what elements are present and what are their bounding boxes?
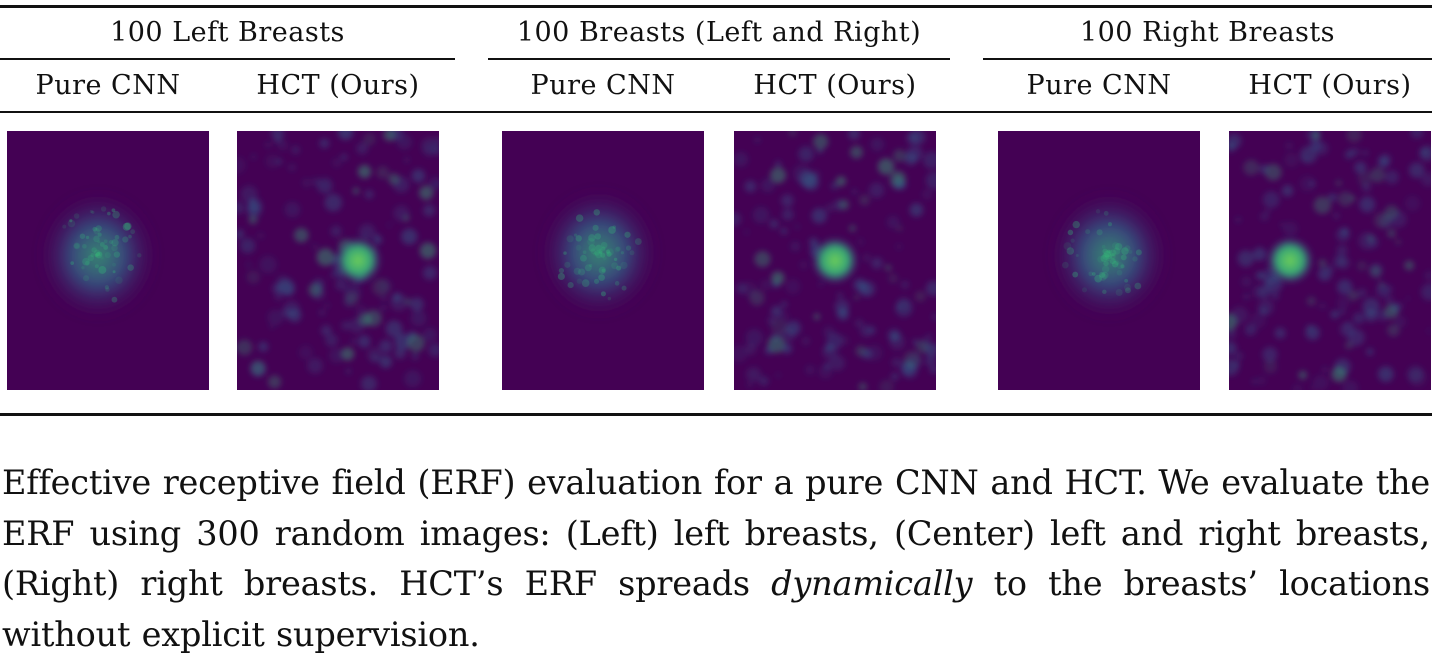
heatmap-noise (734, 131, 936, 390)
group-title-right: 100 Right Breasts (1079, 17, 1336, 48)
table-top-rule (0, 5, 1432, 8)
column-label-left-cnn: Pure CNN (35, 70, 181, 101)
erf-heatmap-right-hct (1229, 131, 1431, 390)
group-rule-right (983, 58, 1432, 60)
figure-caption: Effective receptive field (ERF) evaluati… (2, 458, 1430, 660)
column-label-both-hct: HCT (Ours) (753, 70, 917, 101)
erf-heatmap-right-cnn (998, 131, 1200, 390)
heatmap-speckle (1061, 209, 1142, 297)
caption-text-part2: to the breasts’ locations without explic… (2, 564, 1431, 654)
group-title-left: 100 Left Breasts (110, 17, 345, 48)
heatmap-speckle (557, 209, 642, 301)
column-label-both-cnn: Pure CNN (530, 70, 676, 101)
column-label-right-cnn: Pure CNN (1026, 70, 1172, 101)
heatmap-focus (1266, 236, 1314, 285)
column-label-left-hct: HCT (Ours) (256, 70, 420, 101)
caption-emphasis: dynamically (771, 564, 973, 603)
erf-heatmap-both-cnn (502, 131, 704, 390)
erf-heatmap-left-hct (237, 131, 439, 390)
heatmap-speckle (62, 206, 142, 303)
heatmap-focus (37, 190, 158, 321)
heatmap-noise (237, 131, 439, 390)
table-bottom-rule (0, 413, 1432, 416)
heatmap-focus (538, 187, 659, 318)
group-rule-left (0, 58, 455, 60)
group-rule-both (488, 58, 950, 60)
erf-heatmap-left-cnn (7, 131, 209, 390)
heatmap-noise (1229, 131, 1431, 390)
group-title-both: 100 Breasts (Left and Right) (516, 17, 922, 48)
caption-text-part1: Effective receptive field (ERF) evaluati… (2, 463, 1430, 603)
heatmap-focus (1049, 190, 1170, 321)
erf-heatmap-both-hct (734, 131, 936, 390)
heatmap-focus (334, 236, 382, 285)
table-header-rule (0, 111, 1432, 113)
column-label-right-hct: HCT (Ours) (1248, 70, 1412, 101)
heatmap-focus (811, 236, 859, 285)
